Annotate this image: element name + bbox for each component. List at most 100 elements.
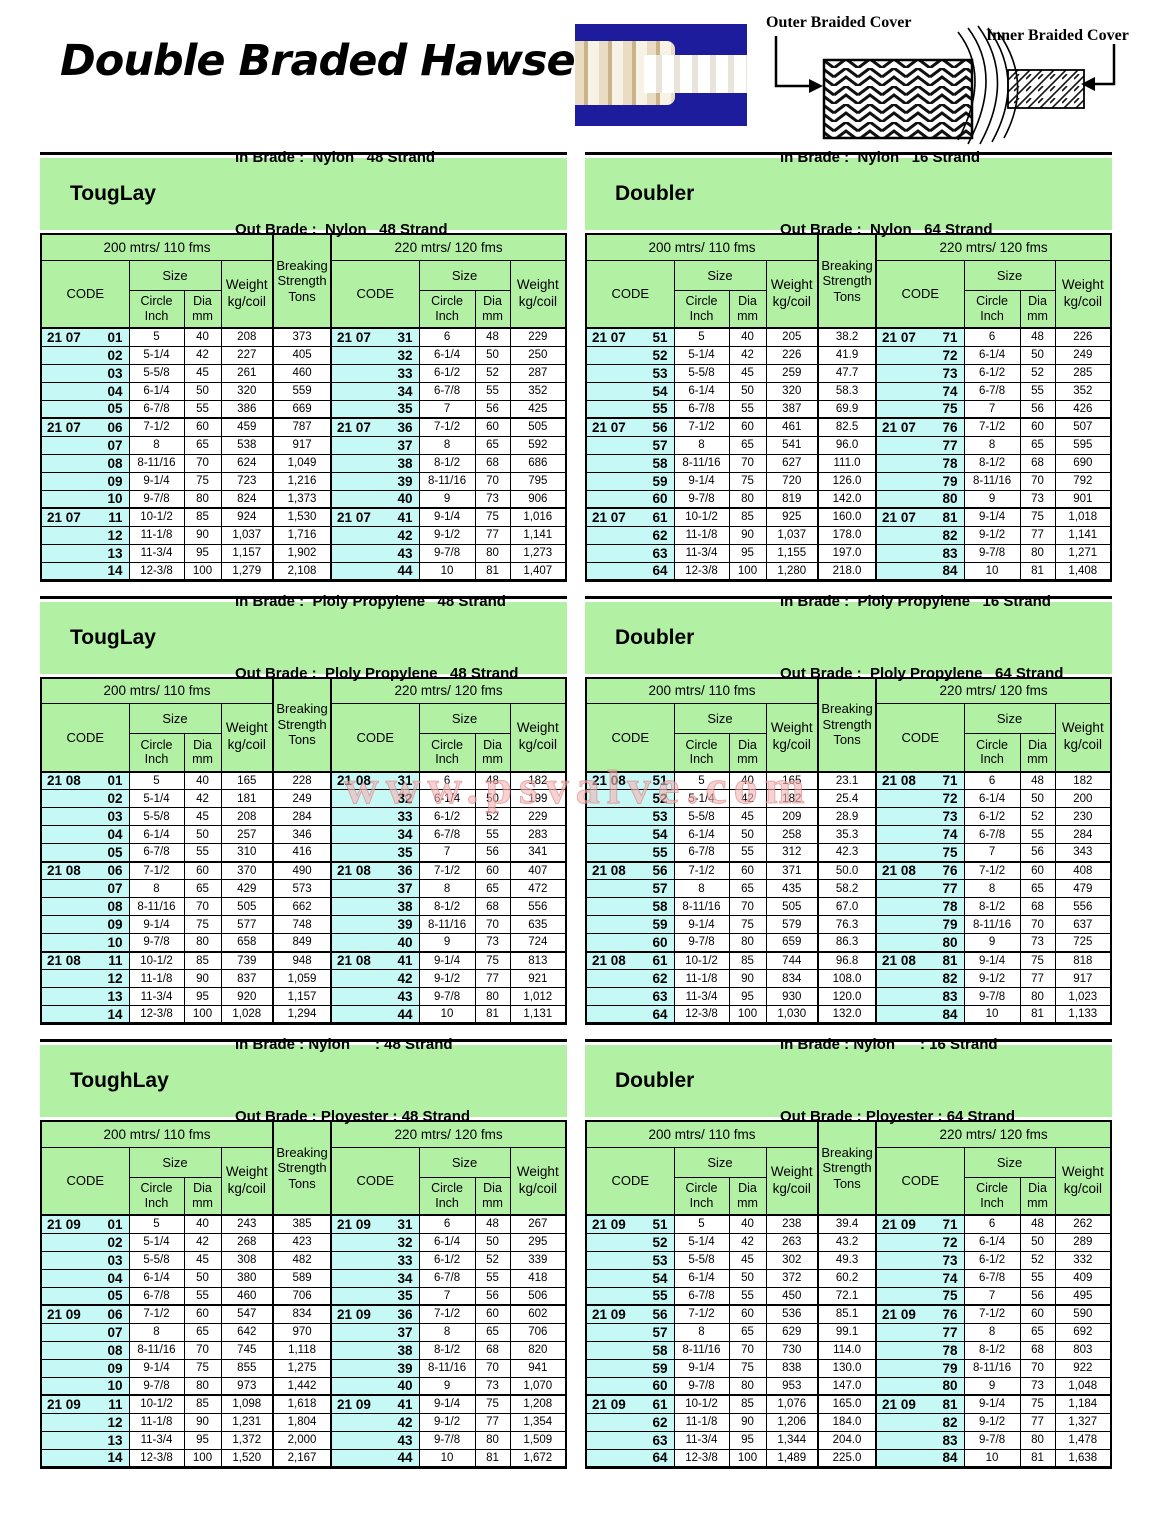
table-row: 62 11-1/8 90 834 108.0 82 9-1/2 77 917 <box>585 969 1112 988</box>
weight-cell: 507 <box>1054 417 1112 437</box>
weight-cell: 352 <box>509 381 567 401</box>
code-prefix: 21 07 <box>47 329 81 345</box>
circle-inch-cell: 6-7/8 <box>673 399 730 419</box>
circle-inch-cell: 8-11/16 <box>963 471 1021 491</box>
circle-inch-cell: 11-3/4 <box>673 987 730 1006</box>
weight-cell: 287 <box>509 363 567 383</box>
code-suffix: 71 <box>942 329 958 345</box>
dia-mm-cell: 55 <box>1019 381 1056 401</box>
weight-cell: 226 <box>765 345 819 365</box>
weight-cell: 284 <box>1054 825 1112 844</box>
code-cell: 78 <box>875 1340 965 1360</box>
weight-cell: 320 <box>220 381 274 401</box>
table-row: 03 5-5/8 45 261 460 33 6-1/2 52 287 <box>40 363 567 383</box>
dia-mm-cell: 90 <box>183 969 222 988</box>
code-suffix: 61 <box>652 953 668 969</box>
weight-cell: 199 <box>509 789 567 808</box>
circle-inch-cell: 10-1/2 <box>128 1394 185 1414</box>
code-suffix: 51 <box>652 1216 668 1232</box>
col-header-size: Size <box>418 259 511 291</box>
col-header-size: Size <box>673 259 767 291</box>
weight-cell: 922 <box>1054 1358 1112 1378</box>
code-prefix: 21 09 <box>47 1306 81 1322</box>
col-header-dia-mm: Dia mm <box>474 1176 511 1216</box>
code-suffix: 81 <box>942 1396 958 1412</box>
table-row: 58 8-11/16 70 627 111.0 78 8-1/2 68 690 <box>585 453 1112 473</box>
code-cell: 21 09 71 <box>875 1214 965 1234</box>
weight-cell: 627 <box>765 453 819 473</box>
weight-cell: 686 <box>509 453 567 473</box>
spec-table: 200 mtrs/ 110 fms Breaking Strength Tons 2… <box>40 233 568 582</box>
weight-cell: 901 <box>1054 489 1112 509</box>
breaking-strength-cell: 1,804 <box>272 1412 333 1432</box>
braid-diagram <box>774 25 1116 145</box>
code-prefix: 21 09 <box>592 1216 626 1232</box>
col-header-code: CODE <box>40 1146 130 1216</box>
col-header-code: CODE <box>330 1146 420 1216</box>
code-cell: 03 <box>40 363 130 383</box>
weight-cell: 824 <box>220 489 274 509</box>
code-cell: 08 <box>40 1340 130 1360</box>
dia-mm-cell: 60 <box>1019 417 1056 437</box>
circle-inch-cell: 6-1/2 <box>963 807 1021 826</box>
circle-inch-cell: 7 <box>418 843 476 862</box>
code-cell: 21 08 61 <box>585 950 675 970</box>
code-cell: 39 <box>330 915 420 934</box>
circle-inch-cell: 10-1/2 <box>673 950 730 970</box>
dia-mm-cell: 81 <box>1019 561 1056 581</box>
header-row: CODE Size Weight kg/coil CODE Size Weight kg/… <box>40 1146 567 1216</box>
weight-cell: 1,028 <box>220 1005 274 1024</box>
table-titlebar: Doubler In Brade : Nylon : 16 Strand Out… <box>585 1036 1112 1125</box>
dia-mm-cell: 80 <box>1019 1430 1056 1450</box>
breaking-strength-cell: 1,442 <box>272 1376 333 1396</box>
col-header-220: 220 mtrs/ 120 fms <box>875 233 1112 261</box>
code-cell: 03 <box>40 807 130 826</box>
code-cell: 60 <box>585 933 675 952</box>
col-header-circle-inch: Circle Inch <box>418 1176 476 1216</box>
dia-mm-cell: 40 <box>183 327 222 347</box>
circle-inch-cell: 10-1/2 <box>673 1394 730 1414</box>
dia-mm-cell: 85 <box>728 950 767 970</box>
circle-inch-cell: 11-1/8 <box>128 525 185 545</box>
dia-mm-cell: 52 <box>474 807 511 826</box>
weight-cell: 1,273 <box>509 543 567 563</box>
code-suffix: 71 <box>942 1216 958 1232</box>
breaking-strength-cell: 1,157 <box>272 987 333 1006</box>
table-titlebar: ToughLay In Brade : Nylon : 48 Strand Ou… <box>40 1036 567 1125</box>
breaking-strength-cell: 43.2 <box>817 1232 878 1252</box>
circle-inch-cell: 7-1/2 <box>673 860 730 880</box>
weight-cell: 1,070 <box>509 1376 567 1396</box>
dia-mm-cell: 40 <box>728 327 767 347</box>
table-row: 54 6-1/4 50 320 58.3 74 6-7/8 55 352 <box>585 381 1112 401</box>
circle-inch-cell: 6 <box>963 1214 1021 1234</box>
code-cell: 21 09 51 <box>585 1214 675 1234</box>
dia-mm-cell: 55 <box>183 843 222 862</box>
code-cell: 40 <box>330 933 420 952</box>
dia-mm-cell: 100 <box>183 1448 222 1468</box>
circle-inch-cell: 6 <box>963 327 1021 347</box>
code-cell: 53 <box>585 807 675 826</box>
circle-inch-cell: 8 <box>128 879 185 898</box>
code-cell: 72 <box>875 345 965 365</box>
weight-cell: 819 <box>765 489 819 509</box>
weight-cell: 332 <box>1054 1250 1112 1270</box>
col-header-weight: Weight kg/coil <box>1054 1146 1112 1216</box>
breaking-strength-cell: 130.0 <box>817 1358 878 1378</box>
circle-inch-cell: 7 <box>963 399 1021 419</box>
code-cell: 55 <box>585 1286 675 1306</box>
circle-inch-cell: 7 <box>963 1286 1021 1306</box>
dia-mm-cell: 70 <box>1019 915 1056 934</box>
breaking-strength-cell: 49.3 <box>817 1250 878 1270</box>
code-cell: 21 09 31 <box>330 1214 420 1234</box>
code-cell: 80 <box>875 933 965 952</box>
table-row: 59 9-1/4 75 838 130.0 79 8-11/16 70 922 <box>585 1358 1112 1378</box>
header-row: CODE Size Weight kg/coil CODE Size Weight kg/… <box>585 259 1112 329</box>
circle-inch-cell: 9-7/8 <box>673 933 730 952</box>
circle-inch-cell: 8-1/2 <box>963 1340 1021 1360</box>
weight-cell: 745 <box>220 1340 274 1360</box>
table-row: 62 11-1/8 90 1,037 178.0 82 9-1/2 77 1,141 <box>585 525 1112 545</box>
dia-mm-cell: 65 <box>728 435 767 455</box>
dia-mm-cell: 70 <box>474 915 511 934</box>
product-name: TougLay <box>70 625 156 649</box>
circle-inch-cell: 8-11/16 <box>963 915 1021 934</box>
